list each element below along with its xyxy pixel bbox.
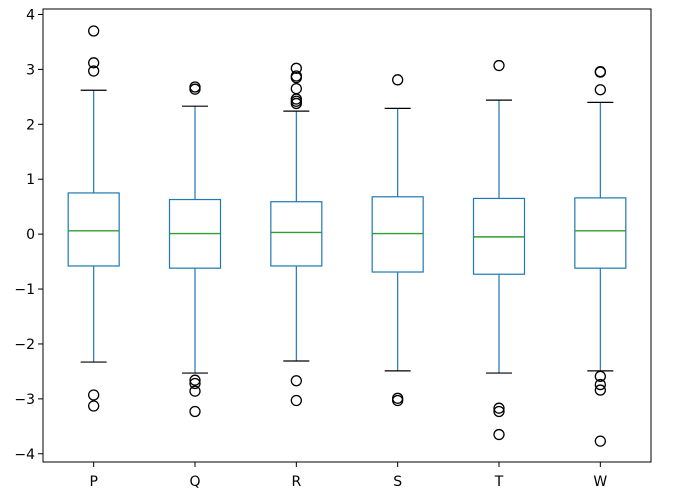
iqr-box <box>67 192 120 267</box>
x-tick-label: T <box>494 474 504 490</box>
outlier-point <box>88 389 100 401</box>
outlier-point <box>290 71 302 84</box>
outlier-point <box>392 394 404 407</box>
outlier-point <box>493 428 505 441</box>
y-tick-label: −1 <box>14 282 35 298</box>
box-series <box>67 25 627 447</box>
outlier-point <box>493 402 505 414</box>
box-group-w <box>574 65 627 447</box>
outlier-point <box>88 57 100 69</box>
box-group-t <box>472 59 526 441</box>
y-tick-label: 1 <box>26 172 35 188</box>
outlier-point <box>594 378 606 391</box>
x-tick-label: S <box>393 474 402 490</box>
box-group-q <box>168 81 222 418</box>
outlier-point <box>493 405 505 418</box>
outlier-point <box>290 394 302 407</box>
y-tick-label: 0 <box>26 227 35 243</box>
outlier-point <box>189 385 201 397</box>
y-tick-label: 2 <box>26 117 35 133</box>
outlier-point <box>392 74 404 86</box>
iqr-box <box>371 196 424 273</box>
outlier-point <box>290 97 302 110</box>
outlier-point <box>290 62 302 74</box>
box-group-p <box>67 25 120 412</box>
outlier-point <box>88 400 100 412</box>
outlier-point <box>594 370 606 382</box>
y-tick-label: 4 <box>26 7 35 23</box>
x-tick-label: W <box>593 474 607 490</box>
y-tick-label: −2 <box>14 337 35 353</box>
outlier-point <box>189 83 201 95</box>
outlier-point <box>594 435 606 447</box>
x-tick-label: R <box>291 474 301 490</box>
box-group-s <box>371 74 424 407</box>
y-tick-label: 3 <box>26 62 35 78</box>
y-tick-label: −4 <box>14 447 35 463</box>
iqr-box <box>270 201 323 267</box>
outlier-point <box>290 375 302 387</box>
outlier-point <box>493 59 505 72</box>
iqr-box <box>574 197 627 269</box>
outlier-point <box>594 384 606 396</box>
outlier-point <box>594 84 606 96</box>
outlier-point <box>88 65 100 77</box>
y-tick-label: −3 <box>14 392 35 408</box>
outlier-point <box>88 25 100 37</box>
box-group-r <box>270 62 323 407</box>
plot-frame <box>42 8 652 463</box>
outlier-point <box>189 377 201 390</box>
x-tick-label: P <box>89 474 97 490</box>
outlier-point <box>594 66 606 78</box>
outlier-point <box>189 405 201 418</box>
y-axis: −4 −3 −2 −1 0 1 2 3 4 <box>14 7 43 463</box>
outlier-point <box>189 374 201 386</box>
x-tick-label: Q <box>189 474 200 490</box>
